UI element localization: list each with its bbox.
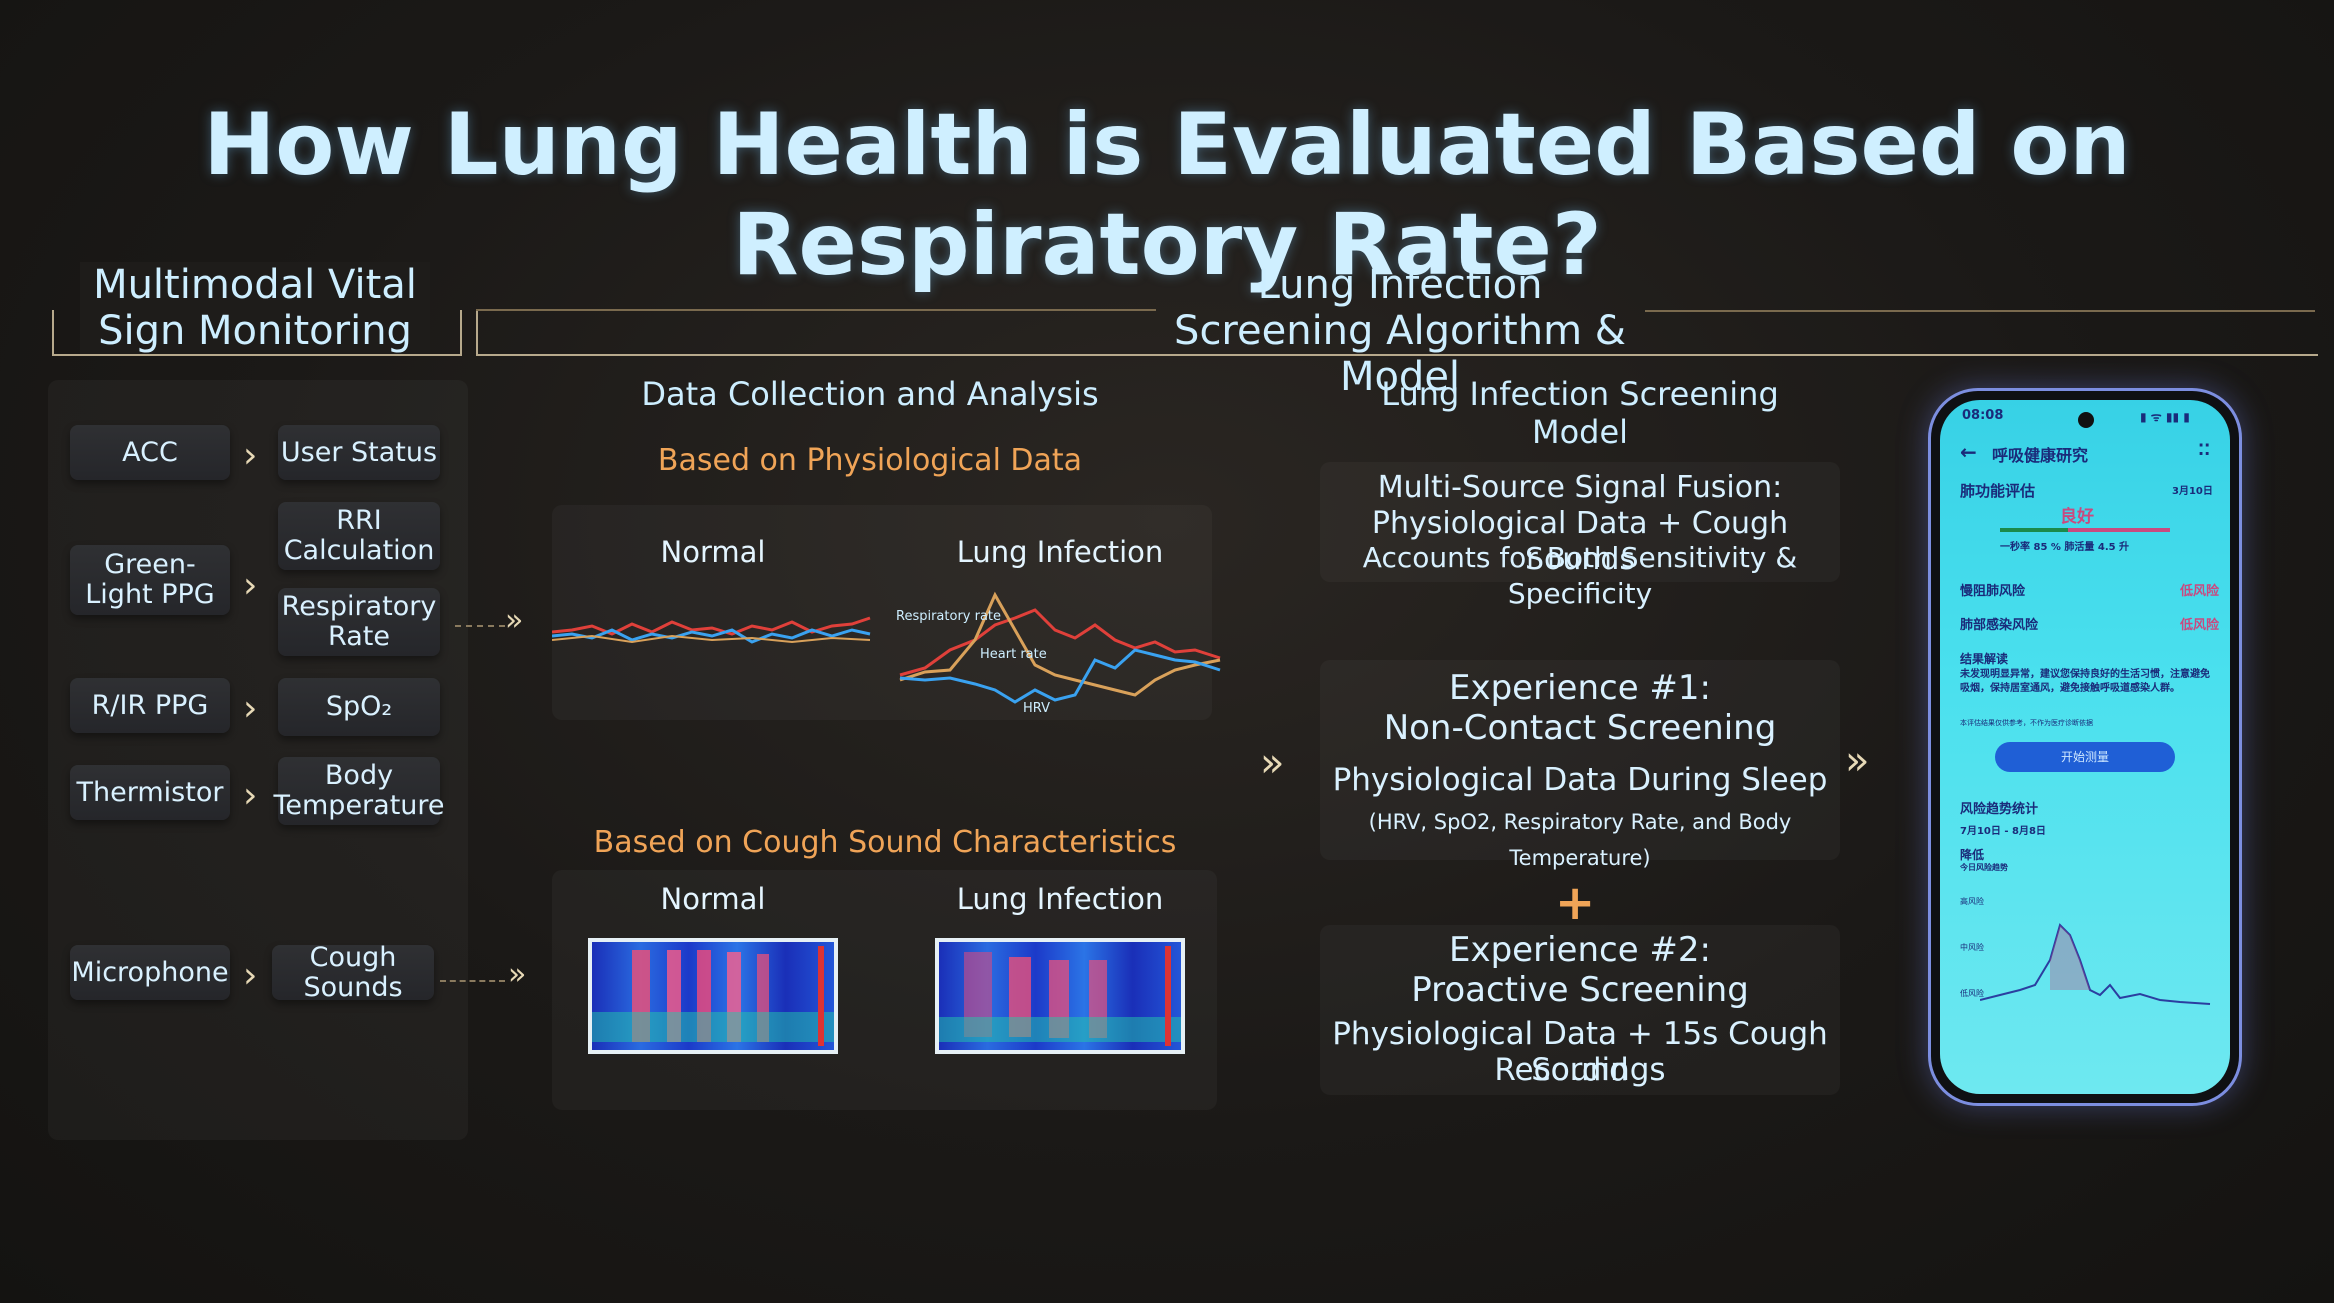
lung-status: 良好 (2060, 507, 2094, 527)
fusion-line2: Accounts for Both Sensitivity & Specific… (1362, 541, 1798, 610)
app-title: 呼吸健康研究 (1992, 446, 2089, 465)
fusion-title: Multi-Source Signal Fusion: (1377, 470, 1783, 505)
output-body-temperature: Body Temperature (273, 757, 445, 825)
trace-label-hr: Heart rate (980, 647, 1047, 662)
trace-label-resp: Respiratory rate (896, 609, 1002, 624)
arrow-to-model: » (1260, 740, 1285, 786)
output-rri: RRI Calculation (278, 502, 440, 570)
advice-title: 结果解读 (1960, 652, 2009, 666)
physio-normal-label: Normal (660, 535, 766, 569)
section1-date: 3月10日 (2172, 486, 2213, 497)
more-icon[interactable]: ⁚⁚ (2198, 440, 2211, 459)
output-spo2: SpO₂ (278, 678, 440, 736)
slide-title: How Lung Health is Evaluated Based on Re… (203, 95, 2131, 295)
exp1-detail: (HRV, SpO2, Respiratory Rate, and Body T… (1368, 810, 1792, 870)
physio-heading: Based on Physiological Data (657, 443, 1083, 478)
plus-sign: + (1555, 875, 1596, 931)
start-measure-button[interactable]: 开始测量 (1995, 742, 2175, 772)
axis-high: 高风险 (1960, 897, 1984, 906)
row2-label: 肺部感染风险 (1960, 618, 2039, 633)
sensor-microphone: Microphone (70, 945, 230, 1000)
analysis-heading: Data Collection and Analysis (641, 375, 1099, 413)
trend-level: 降低 (1960, 848, 1985, 862)
row1-label: 慢阻肺风险 (1960, 584, 2026, 599)
cough-normal-label: Normal (660, 882, 766, 916)
exp2-title-1: Experience #2: (1449, 930, 1711, 970)
arrow-rir-ppg: › (243, 688, 258, 729)
cough-heading: Based on Cough Sound Characteristics (593, 825, 1177, 860)
output-cough-sounds: Cough Sounds (272, 942, 434, 1002)
right-header-line-left (476, 309, 1156, 311)
trend-area (2050, 925, 2090, 990)
status-bar (2000, 528, 2170, 532)
exp2-desc-1: Physiological Data + 15s Cough Sound (1332, 1016, 1828, 1088)
output-user-status: User Status (278, 425, 440, 480)
sensor-acc: ACC (70, 425, 230, 480)
cough-infection-spectrogram (935, 938, 1185, 1054)
normal-hr-trace (552, 634, 871, 644)
physio-infection-label: Lung Infection (956, 535, 1164, 569)
model-heading: Lung Infection Screening Model (1381, 375, 1779, 451)
back-arrow-icon[interactable]: ← (1960, 440, 1977, 464)
left-header: Multimodal Vital Sign Monitoring (80, 262, 430, 354)
advice-text: 未发现明显异常，建议您保持良好的生活习惯，注意避免吸烟，保持居室通风，避免接触呼… (1960, 669, 2210, 694)
arrow-to-cough: » (508, 957, 527, 992)
arrow-to-physio: » (505, 603, 524, 638)
exp1-title-2: Non-Contact Screening (1383, 708, 1777, 748)
connector-cough (440, 980, 505, 982)
trend-chart (1980, 923, 2211, 1005)
arrow-to-phone: » (1845, 738, 1870, 784)
advice-note: 本评估结果仅供参考，不作为医疗诊断依据 (1960, 719, 2093, 727)
infection-hr-trace (899, 591, 1221, 697)
infection-trace-chart (899, 591, 1221, 704)
arrow-thermistor: › (243, 775, 258, 816)
exp1-title-1: Experience #1: (1449, 668, 1711, 708)
infection-resp-trace (899, 608, 1221, 677)
exp2-title-2: Proactive Screening (1411, 970, 1749, 1010)
phone-device: 08:08 ▮ ᯤ ▮▮ ▮ ← 呼吸健康研究 ⁚⁚ 肺功能评估 3月10日 良… (1928, 388, 2242, 1106)
normal-hrv-trace (552, 628, 871, 644)
output-respiratory-rate: Respiratory Rate (278, 588, 440, 656)
right-header-line-right (1645, 310, 2315, 312)
arrow-green-ppg: › (243, 565, 258, 606)
left-header-frame (52, 310, 462, 356)
trend-range[interactable]: 7月10日 - 8月8日 (1960, 826, 2046, 837)
phone-status-icons: ▮ ᯤ ▮▮ ▮ (2140, 410, 2190, 424)
right-header: Lung Infection Screening Algorithm & Mod… (1174, 262, 1626, 400)
arrow-microphone: › (243, 955, 258, 996)
trace-label-hrv: HRV (1023, 701, 1050, 716)
sensor-thermistor: Thermistor (70, 765, 230, 820)
normal-spectro-bands (592, 946, 834, 1046)
normal-trace-chart (552, 616, 871, 644)
phone-time: 08:08 (1962, 408, 2004, 423)
connector-physio (455, 625, 505, 627)
trend-line (1980, 923, 2211, 1005)
phone-camera (2078, 412, 2094, 428)
exp1-desc: Physiological Data During Sleep (1332, 762, 1828, 798)
infection-hrv-trace (899, 648, 1221, 704)
row1-value: 低风险 (2180, 584, 2220, 599)
phone-screen: 08:08 ▮ ᯤ ▮▮ ▮ ← 呼吸健康研究 ⁚⁚ 肺功能评估 3月10日 良… (1940, 400, 2230, 1094)
fusion-line1: Physiological Data + Cough Sounds (1371, 506, 1789, 577)
trend-sub: 今日风险趋势 (1960, 863, 2008, 872)
row2-value: 低风险 (2180, 618, 2220, 633)
trend-title: 风险趋势统计 (1960, 802, 2039, 817)
right-header-frame (476, 310, 2318, 356)
arrow-acc: › (243, 435, 258, 476)
exp2-desc-2: Recordings (1494, 1052, 1666, 1088)
infection-spectro-bands (939, 946, 1181, 1046)
axis-low: 低风险 (1960, 989, 1984, 998)
sensor-rir-ppg: R/IR PPG (70, 678, 230, 733)
lung-metrics: 一秒率 85 % 肺活量 4.5 升 (2000, 542, 2130, 553)
cough-normal-spectrogram (588, 938, 838, 1054)
sensor-green-ppg: Green-Light PPG (70, 545, 230, 615)
cough-infection-label: Lung Infection (956, 882, 1164, 916)
axis-mid: 中风险 (1960, 943, 1984, 952)
section1-title: 肺功能评估 (1960, 482, 2036, 500)
